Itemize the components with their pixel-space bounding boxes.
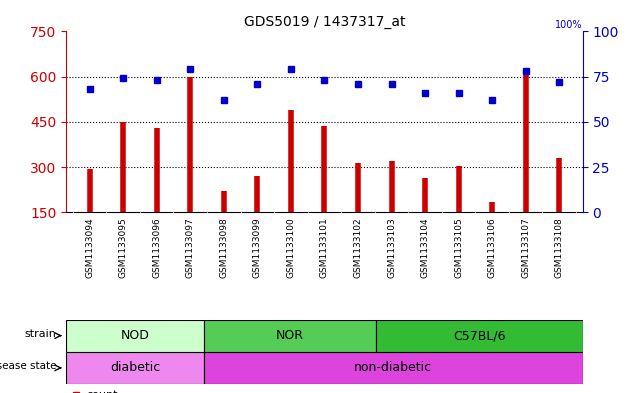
Bar <box>204 352 583 384</box>
Text: GSM1133099: GSM1133099 <box>253 218 262 278</box>
Text: 100%: 100% <box>555 20 583 29</box>
Text: strain: strain <box>25 329 56 339</box>
Text: GSM1133108: GSM1133108 <box>555 218 564 278</box>
Text: non-diabetic: non-diabetic <box>354 361 432 375</box>
Title: GDS5019 / 1437317_at: GDS5019 / 1437317_at <box>244 15 405 29</box>
Text: NOD: NOD <box>120 329 149 342</box>
Text: GSM1133105: GSM1133105 <box>454 218 463 278</box>
Bar <box>66 320 204 352</box>
Text: GSM1133098: GSM1133098 <box>219 218 228 278</box>
Text: GSM1133096: GSM1133096 <box>152 218 161 278</box>
Text: disease state: disease state <box>0 361 56 371</box>
Text: GSM1133094: GSM1133094 <box>85 218 94 278</box>
Text: C57BL/6: C57BL/6 <box>453 329 506 342</box>
Text: GSM1133103: GSM1133103 <box>387 218 396 278</box>
Text: GSM1133095: GSM1133095 <box>118 218 128 278</box>
Text: GSM1133100: GSM1133100 <box>287 218 295 278</box>
Text: GSM1133104: GSM1133104 <box>421 218 430 278</box>
Text: diabetic: diabetic <box>110 361 160 375</box>
Text: GSM1133102: GSM1133102 <box>353 218 362 278</box>
Text: GSM1133106: GSM1133106 <box>488 218 496 278</box>
Text: GSM1133101: GSM1133101 <box>320 218 329 278</box>
Bar <box>204 320 376 352</box>
Bar <box>66 352 204 384</box>
Bar <box>376 320 583 352</box>
Text: GSM1133107: GSM1133107 <box>521 218 530 278</box>
Text: count: count <box>87 390 118 393</box>
Text: NOR: NOR <box>276 329 304 342</box>
Text: GSM1133097: GSM1133097 <box>186 218 195 278</box>
